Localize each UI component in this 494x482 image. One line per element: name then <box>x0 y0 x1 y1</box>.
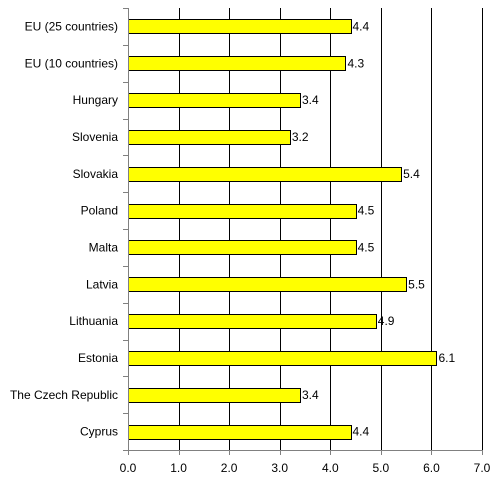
value-label: 4.5 <box>358 204 375 218</box>
value-label: 3.4 <box>302 93 319 107</box>
value-label: 3.2 <box>292 130 309 144</box>
category-label: EU (10 countries) <box>25 56 118 70</box>
category-label: Lithuania <box>69 314 118 328</box>
bar <box>128 240 357 255</box>
x-tick-label: 1.0 <box>170 461 187 475</box>
value-label: 4.4 <box>353 19 370 33</box>
x-tick-label: 6.0 <box>423 461 440 475</box>
category-label: Malta <box>89 240 119 254</box>
bar <box>128 204 357 219</box>
bar <box>128 314 377 329</box>
x-tick-label: 2.0 <box>221 461 238 475</box>
category-label: Latvia <box>86 277 118 291</box>
x-tick-label: 4.0 <box>322 461 339 475</box>
category-label: Slovakia <box>73 167 119 181</box>
category-label: Cyprus <box>80 425 118 439</box>
value-label: 4.9 <box>378 314 395 328</box>
labels: EU (25 countries) 4.4 EU (10 countries) 4.3… <box>10 19 491 475</box>
x-tick-label: 0.0 <box>120 461 137 475</box>
category-label: EU (25 countries) <box>25 19 118 33</box>
bar <box>128 93 301 108</box>
x-tick-label: 7.0 <box>474 461 491 475</box>
bar <box>128 167 402 182</box>
bar <box>128 425 352 440</box>
value-label: 4.4 <box>353 425 370 439</box>
value-label: 4.3 <box>347 56 364 70</box>
bar <box>128 351 437 366</box>
category-label: Hungary <box>73 93 118 107</box>
category-label: Estonia <box>78 351 118 365</box>
value-label: 6.1 <box>438 351 455 365</box>
value-label: 3.4 <box>302 388 319 402</box>
gridlines <box>179 8 483 450</box>
category-label: Poland <box>81 204 118 218</box>
bar <box>128 130 291 145</box>
category-label: Slovenia <box>72 130 118 144</box>
x-tick-label: 5.0 <box>373 461 390 475</box>
bars <box>128 19 437 440</box>
value-label: 4.5 <box>358 240 375 254</box>
bar <box>128 56 346 71</box>
bar <box>128 277 407 292</box>
category-label: The Czech Republic <box>10 388 118 402</box>
axes <box>123 8 483 455</box>
x-tick-label: 3.0 <box>271 461 288 475</box>
bar <box>128 388 301 403</box>
value-label: 5.5 <box>408 277 425 291</box>
value-label: 5.4 <box>403 167 420 181</box>
bar <box>128 19 352 34</box>
